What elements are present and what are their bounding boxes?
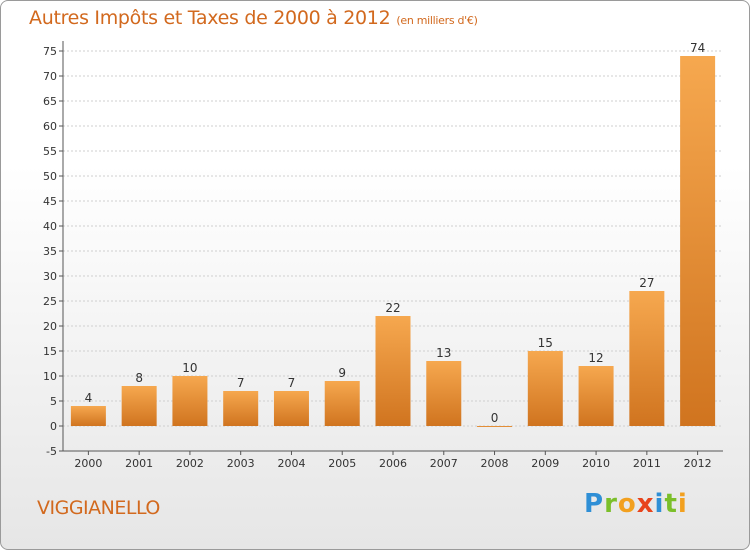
bar	[273, 391, 309, 426]
x-tick-label: 2009	[531, 457, 559, 470]
data-label: 7	[288, 376, 296, 390]
y-tick-label: 15	[43, 345, 57, 358]
x-tick-label: 2000	[74, 457, 102, 470]
logo-letter: i	[677, 489, 688, 519]
bars	[70, 56, 716, 427]
x-tick-label: 2006	[379, 457, 407, 470]
y-tick-label: 50	[43, 170, 57, 183]
logo-letter: P	[584, 489, 605, 519]
bar	[680, 56, 716, 426]
y-tick-label: 75	[43, 45, 57, 58]
y-tick-label: 35	[43, 245, 57, 258]
y-tick-label: 60	[43, 120, 57, 133]
logo-letter: t	[664, 489, 678, 519]
x-tick-label: 2004	[277, 457, 305, 470]
y-tick-label: 0	[50, 420, 57, 433]
city-name: VIGGIANELLO	[37, 497, 160, 519]
bar	[629, 291, 665, 426]
bar	[172, 376, 208, 426]
bar	[324, 381, 360, 426]
data-label: 4	[85, 391, 93, 405]
y-tick-label: 20	[43, 320, 57, 333]
logo-letter: x	[636, 489, 655, 519]
data-label: 0	[491, 411, 499, 425]
bar	[121, 386, 157, 426]
x-tick-label: 2010	[582, 457, 610, 470]
bar	[477, 426, 513, 427]
logo-letter: r	[604, 489, 618, 519]
data-label: 22	[385, 301, 400, 315]
y-tick-label: 40	[43, 220, 57, 233]
y-tick-label: 5	[50, 395, 57, 408]
y-tick-label: 45	[43, 195, 57, 208]
x-tick-label: 2002	[176, 457, 204, 470]
y-tick-label: 25	[43, 295, 57, 308]
chart-subtitle: (en milliers d'€)	[396, 14, 478, 27]
data-labels: 4 8 10 7 7 9 22 13 0 15 12 27 74	[85, 41, 706, 425]
bar	[223, 391, 259, 426]
y-tick-label: 65	[43, 95, 57, 108]
data-label: 13	[436, 346, 451, 360]
bar	[375, 316, 411, 426]
x-tick-label: 2007	[430, 457, 458, 470]
y-tick-label: 30	[43, 270, 57, 283]
x-tick-label: 2003	[227, 457, 255, 470]
data-label: 15	[538, 336, 553, 350]
y-tick-label: -5	[46, 445, 57, 458]
bar	[70, 406, 106, 426]
bar	[426, 361, 462, 426]
x-tick-label: 2012	[684, 457, 712, 470]
bar	[527, 351, 563, 426]
data-label: 10	[182, 361, 197, 375]
logo-letter: i	[654, 489, 665, 519]
y-tick-label: 10	[43, 370, 57, 383]
data-label: 9	[338, 366, 346, 380]
chart-title: Autres Impôts et Taxes de 2000 à 2012 (en…	[29, 7, 478, 29]
proxiti-logo: Proxiti	[584, 489, 688, 519]
logo-letter: o	[617, 489, 637, 519]
x-tick-label: 2008	[481, 457, 509, 470]
bar	[578, 366, 614, 426]
data-label: 8	[135, 371, 143, 385]
data-label: 12	[588, 351, 603, 365]
data-label: 74	[690, 41, 705, 55]
x-tick-label: 2011	[633, 457, 661, 470]
chart-title-text: Autres Impôts et Taxes de 2000 à 2012	[29, 7, 391, 29]
y-tick-label: 70	[43, 70, 57, 83]
data-label: 27	[639, 276, 654, 290]
y-tick-label: 55	[43, 145, 57, 158]
x-tick-label: 2005	[328, 457, 356, 470]
data-label: 7	[237, 376, 245, 390]
x-tick-label: 2001	[125, 457, 153, 470]
